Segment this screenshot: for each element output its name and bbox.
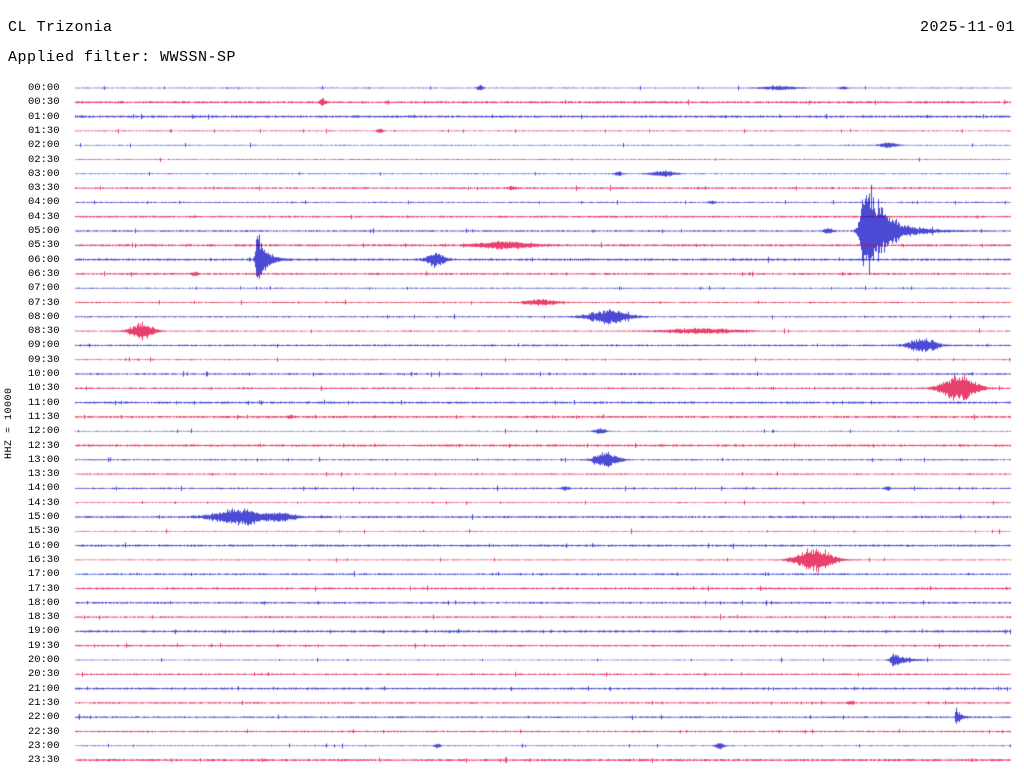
row-label: 20:30 bbox=[28, 668, 60, 681]
row-label: 23:30 bbox=[28, 754, 60, 767]
row-label: 03:00 bbox=[28, 167, 60, 180]
row-label: 19:30 bbox=[28, 639, 60, 652]
date-label: 2025-11-01 bbox=[919, 19, 1015, 36]
row-label: 20:00 bbox=[28, 654, 60, 666]
row-label: 00:00 bbox=[28, 82, 60, 94]
row-label: 04:00 bbox=[28, 196, 60, 209]
row-label: 07:30 bbox=[28, 296, 60, 309]
row-label: 21:00 bbox=[28, 682, 60, 695]
row-label: 09:00 bbox=[28, 339, 60, 352]
row-label: 22:30 bbox=[28, 725, 60, 738]
row-label: 16:00 bbox=[28, 539, 60, 552]
row-label: 10:00 bbox=[28, 368, 60, 380]
row-label: 05:30 bbox=[28, 239, 60, 252]
row-label: 02:00 bbox=[28, 139, 60, 152]
row-label: 11:30 bbox=[28, 410, 60, 423]
filter-label: Applied filter: WWSSN-SP bbox=[8, 49, 237, 66]
row-label: 01:30 bbox=[28, 124, 60, 137]
row-label: 17:00 bbox=[28, 568, 60, 581]
row-label: 06:30 bbox=[28, 267, 60, 280]
row-label: 17:30 bbox=[28, 582, 60, 595]
row-label: 23:00 bbox=[28, 739, 60, 752]
row-label: 05:00 bbox=[28, 225, 60, 237]
row-label: 01:00 bbox=[28, 110, 60, 123]
row-label: 03:30 bbox=[28, 182, 60, 195]
row-label: 12:30 bbox=[28, 439, 60, 452]
row-label: 12:00 bbox=[28, 425, 60, 438]
row-label: 08:30 bbox=[28, 325, 60, 338]
row-label: 10:30 bbox=[28, 382, 60, 395]
row-label: 19:00 bbox=[28, 625, 60, 638]
row-label: 14:30 bbox=[28, 496, 60, 509]
row-label: 11:00 bbox=[28, 396, 60, 409]
row-label: 00:30 bbox=[28, 96, 60, 109]
row-label: 15:00 bbox=[28, 511, 60, 523]
row-label: 07:00 bbox=[28, 282, 60, 295]
row-label: 08:00 bbox=[28, 310, 60, 323]
row-label: 06:00 bbox=[28, 253, 60, 266]
row-label: 13:00 bbox=[28, 453, 60, 466]
station-title: CL Trizonia bbox=[8, 19, 113, 36]
row-label: 04:30 bbox=[28, 210, 60, 223]
row-label: 18:00 bbox=[28, 596, 60, 609]
row-label: 14:00 bbox=[28, 482, 60, 495]
row-label: 18:30 bbox=[28, 611, 60, 624]
row-label: 22:00 bbox=[28, 711, 60, 724]
row-label: 13:30 bbox=[28, 468, 60, 481]
row-label: 02:30 bbox=[28, 153, 60, 166]
row-label: 15:30 bbox=[28, 525, 60, 538]
row-label: 16:30 bbox=[28, 553, 60, 566]
row-label: 21:30 bbox=[28, 696, 60, 709]
row-label: 09:30 bbox=[28, 353, 60, 366]
